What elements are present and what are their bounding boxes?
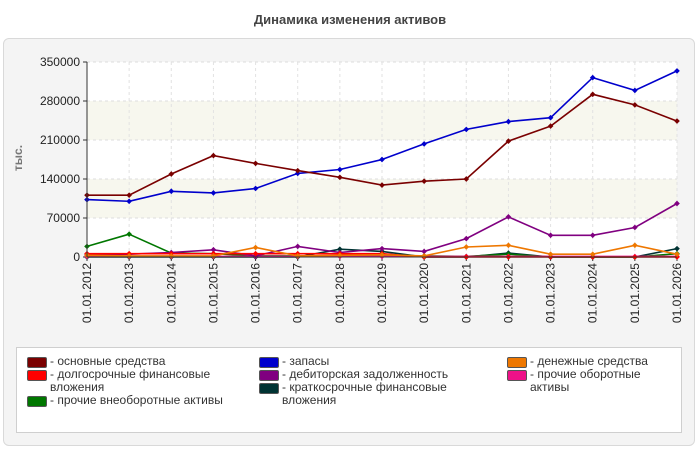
data-point (294, 167, 301, 174)
data-point (505, 242, 512, 249)
legend-swatch (507, 357, 527, 368)
data-point (421, 178, 427, 185)
plot-band (87, 101, 677, 140)
legend-swatch (27, 396, 47, 407)
y-tick-label: 70000 (47, 211, 81, 225)
x-tick-label: 01.01.2022 (501, 263, 515, 323)
data-point (379, 245, 385, 252)
data-point (379, 251, 385, 258)
legend-item: - прочие оборотные активы (507, 368, 677, 394)
data-point (252, 250, 259, 257)
data-point (252, 244, 259, 251)
data-point (379, 156, 385, 163)
x-tick-label: 01.01.2012 (80, 263, 94, 323)
legend-label: - прочие оборотные активы (530, 367, 641, 394)
legend-label: - основные средства (50, 354, 166, 368)
x-tick-label: 01.01.2014 (164, 263, 178, 323)
legend-label: - денежные средства (530, 354, 648, 368)
legend-swatch (507, 370, 527, 381)
data-point (337, 246, 343, 253)
y-tick-label: 210000 (40, 133, 80, 147)
series-group (84, 91, 680, 198)
x-tick-label: 01.01.2025 (628, 263, 642, 323)
legend-swatch (259, 357, 279, 368)
data-point (674, 251, 680, 258)
legend-swatch (27, 357, 47, 368)
data-point (421, 248, 427, 255)
legend-label: - дебиторская задолженность (282, 367, 449, 381)
x-tick-label: 01.01.2023 (544, 263, 558, 323)
y-axis-label: тыс. (11, 145, 25, 171)
y-tick-label: 140000 (40, 172, 80, 186)
data-point (210, 246, 217, 253)
legend-item: - долгосрочные финансовые вложения (27, 368, 252, 394)
data-point (505, 214, 512, 220)
data-point (210, 152, 217, 159)
data-point (589, 251, 596, 258)
x-tick-label: 01.01.2019 (375, 263, 389, 323)
y-tick-label: 350000 (40, 55, 80, 69)
chart-title: Динамика изменения активов (253, 12, 447, 27)
y-tick-label: 280000 (40, 94, 80, 108)
legend-swatch (259, 370, 279, 381)
data-point (632, 102, 638, 108)
data-point (505, 138, 512, 144)
legend-label: - запасы (282, 354, 330, 368)
data-point (294, 243, 301, 250)
legend-label: - прочие внеоборотные активы (50, 393, 223, 407)
data-point (463, 126, 470, 133)
data-point (674, 245, 680, 252)
legend-item: - прочие внеоборотные активы (27, 394, 252, 407)
data-point (547, 114, 554, 121)
data-point (589, 74, 596, 81)
data-point (252, 160, 259, 167)
legend-item: - основные средства (27, 355, 252, 368)
data-point (463, 235, 470, 242)
legend-label: - долгосрочные финансовые вложения (50, 367, 211, 394)
legend-swatch (259, 383, 279, 394)
data-point (589, 232, 596, 239)
data-point (463, 244, 470, 250)
chart-legend: - основные средства - запасы - денежные ср… (16, 347, 682, 433)
data-point (337, 166, 343, 173)
data-point (674, 200, 680, 207)
data-point (210, 190, 217, 196)
legend-item: - денежные средства (507, 355, 677, 368)
data-point (547, 123, 554, 129)
data-point (505, 118, 512, 125)
legend-item: - запасы (259, 355, 499, 368)
data-point (168, 171, 175, 177)
data-point (547, 232, 554, 239)
legend-swatch (27, 370, 47, 381)
legend-item: - краткосрочные финансовые вложения (259, 381, 499, 407)
x-tick-label: 01.01.2015 (206, 263, 220, 323)
x-tick-label: 01.01.2016 (249, 263, 263, 323)
x-tick-label: 01.01.2013 (122, 263, 136, 323)
x-tick-label: 01.01.2017 (291, 263, 305, 323)
data-point (421, 141, 427, 147)
data-point (589, 91, 596, 98)
data-point (463, 176, 470, 182)
data-point (674, 118, 680, 124)
x-tick-label: 01.01.2026 (670, 263, 684, 323)
data-point (379, 182, 385, 188)
data-point (632, 224, 638, 231)
data-point (252, 185, 259, 192)
x-tick-label: 01.01.2020 (417, 263, 431, 323)
data-point (632, 87, 638, 94)
data-point (168, 188, 175, 195)
data-point (547, 251, 554, 258)
legend-label: - краткосрочные финансовые вложения (282, 380, 447, 407)
y-tick-label: 0 (73, 250, 80, 264)
data-point (674, 68, 680, 74)
x-tick-label: 01.01.2021 (459, 263, 473, 323)
data-point (337, 174, 343, 181)
x-tick-label: 01.01.2018 (333, 263, 347, 323)
legend-item: - дебиторская задолженность (259, 368, 499, 381)
data-point (632, 242, 638, 249)
x-tick-label: 01.01.2024 (586, 263, 600, 323)
